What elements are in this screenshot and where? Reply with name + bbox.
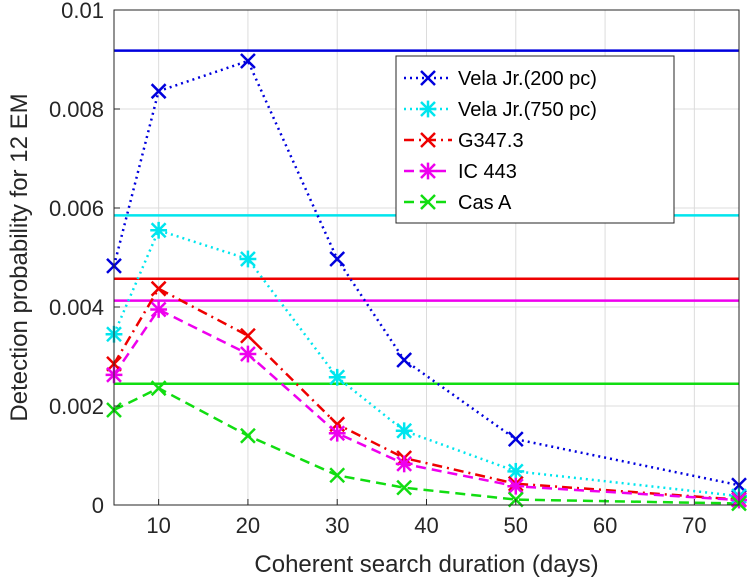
point-ic-443-5 [507,477,525,495]
y-tick-label-0.004: 0.004 [49,295,104,320]
point-vela-jr-200-pc-5 [507,431,524,448]
x-tick-label-40: 40 [414,513,438,538]
legend-label-g347-3: G347.3 [458,130,524,152]
x-axis-label: Coherent search duration (days) [254,551,598,578]
legend-marker-vela-jr-750-pc [419,100,437,118]
point-g347-3-2 [240,327,256,344]
x-tick-label-30: 30 [325,513,349,538]
legend-label-vela-jr-750-pc: Vela Jr.(750 pc) [458,99,597,121]
y-tick-label-0.008: 0.008 [49,97,104,122]
x-tick-label-60: 60 [593,513,617,538]
point-ic-443-2 [239,345,257,363]
point-vela-jr-200-pc-3 [329,251,346,267]
point-cas-a-4 [396,479,413,496]
point-ic-443-1 [150,301,168,318]
legend: Vela Jr.(200 pc) Vela Jr.(750 pc) G347.3 IC… [395,55,675,224]
legend-label-ic-443: IC 443 [458,161,517,183]
legend-marker-g347-3 [420,132,436,148]
y-tick-label-0.002: 0.002 [49,394,104,419]
x-tick-label-20: 20 [236,513,260,538]
point-vela-jr-200-pc-1 [150,83,167,100]
point-ic-443-4 [395,455,413,473]
x-tick-label-10: 10 [146,513,170,538]
legend-marker-vela-jr-200-pc [420,70,436,86]
y-tick-label-0.006: 0.006 [49,196,104,221]
point-ic-443-3 [328,424,346,442]
point-cas-a-3 [329,467,346,484]
point-vela-jr-750-pc-3 [328,368,346,386]
y-tick-label-0: 0 [92,493,104,518]
x-axis-ticks: 10 20 30 40 50 60 70 [146,499,707,538]
legend-marker-ic-443 [419,162,437,180]
y-tick-label-0.01: 0.01 [61,0,104,23]
point-vela-jr-750-pc-5 [507,462,525,480]
point-cas-a-2 [240,427,256,444]
point-cas-a-1 [150,380,167,397]
legend-label-cas-a: Cas A [458,192,512,214]
point-g347-3-1 [150,280,167,297]
y-axis-ticks: 0 0.002 0.004 0.006 0.008 0.01 [49,0,120,518]
point-vela-jr-750-pc-2 [239,250,257,268]
legend-marker-cas-a [420,194,436,210]
x-tick-label-70: 70 [682,513,706,538]
point-vela-jr-750-pc-4 [395,422,413,440]
legend-label-vela-jr-200-pc: Vela Jr.(200 pc) [458,68,597,90]
point-vela-jr-200-pc-4 [396,352,413,368]
y-axis-label: Detection probability for 12 EM [6,93,33,421]
point-vela-jr-750-pc-1 [150,221,168,239]
x-tick-label-50: 50 [504,513,528,538]
point-vela-jr-200-pc-2 [240,53,256,69]
